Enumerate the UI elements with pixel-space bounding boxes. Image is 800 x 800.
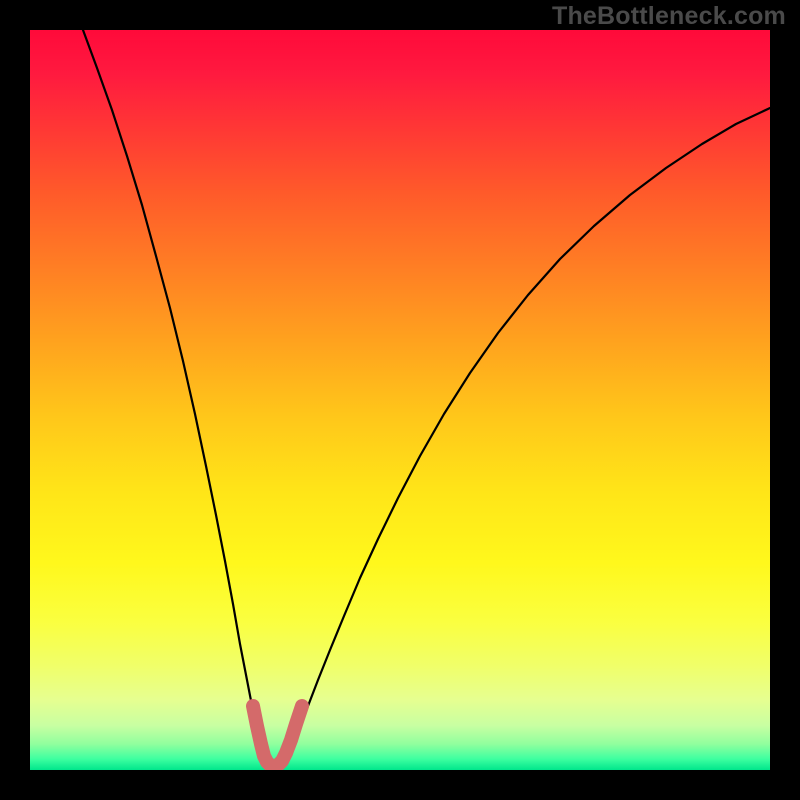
chart-frame: TheBottleneck.com <box>0 0 800 800</box>
watermark-text: TheBottleneck.com <box>552 2 786 31</box>
plot-svg <box>30 30 770 770</box>
plot-background <box>30 30 770 770</box>
